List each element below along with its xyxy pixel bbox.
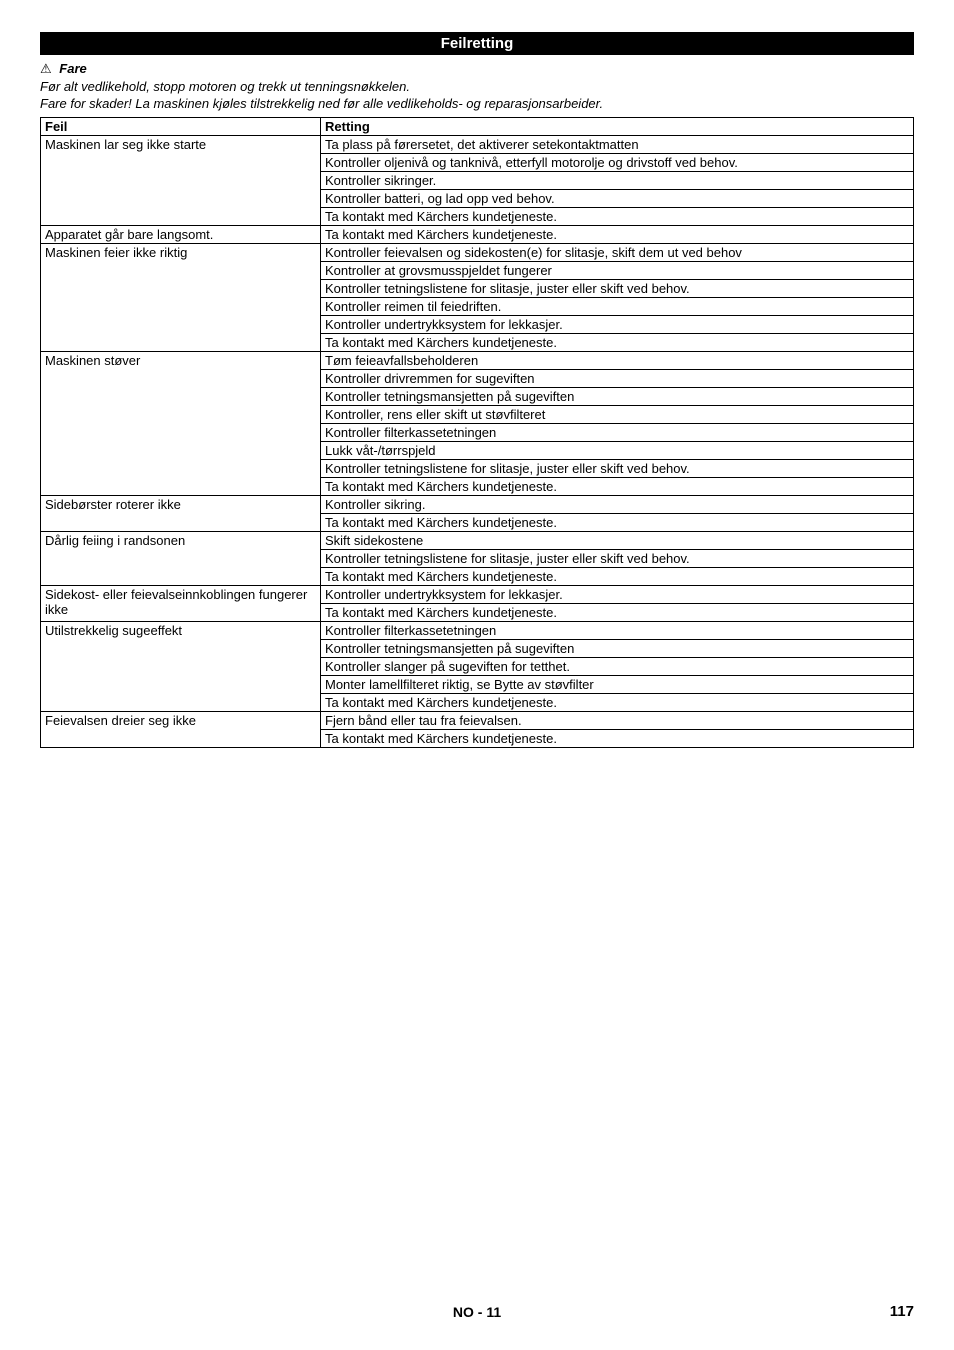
cell-retting: Kontroller filterkassetetningen <box>321 424 914 442</box>
table-row: Sidebørster roterer ikkeKontroller sikri… <box>41 496 914 514</box>
warning-heading: ⚠ Fare <box>40 61 914 77</box>
cell-retting: Kontroller sikringer. <box>321 172 914 190</box>
table-row: Maskinen støverTøm feieavfallsbeholderen <box>41 352 914 370</box>
cell-feil: Maskinen støver <box>41 352 321 496</box>
cell-retting: Ta kontakt med Kärchers kundetjeneste. <box>321 478 914 496</box>
cell-retting: Kontroller oljenivå og tanknivå, etterfy… <box>321 154 914 172</box>
warning-text-2: Fare for skader! La maskinen kjøles tils… <box>40 96 914 111</box>
section-title: Feilretting <box>441 35 514 52</box>
cell-retting: Kontroller tetningsmansjetten på sugevif… <box>321 640 914 658</box>
warning-text-1: Før alt vedlikehold, stopp motoren og tr… <box>40 79 914 94</box>
footer-global-page: 117 <box>890 1303 914 1320</box>
fault-table: Feil Retting Maskinen lar seg ikke start… <box>40 117 914 748</box>
col-header-retting: Retting <box>321 118 914 136</box>
cell-retting: Ta kontakt med Kärchers kundetjeneste. <box>321 208 914 226</box>
cell-retting: Ta kontakt med Kärchers kundetjeneste. <box>321 514 914 532</box>
footer-local-page: 11 <box>486 1304 501 1320</box>
table-row: Apparatet går bare langsomt.Ta kontakt m… <box>41 226 914 244</box>
col-header-feil: Feil <box>41 118 321 136</box>
cell-retting: Ta kontakt med Kärchers kundetjeneste. <box>321 730 914 748</box>
footer-lang: NO <box>453 1304 474 1320</box>
cell-retting: Ta kontakt med Kärchers kundetjeneste. <box>321 334 914 352</box>
cell-feil: Utilstrekkelig sugeeffekt <box>41 622 321 712</box>
cell-feil: Maskinen lar seg ikke starte <box>41 136 321 226</box>
cell-feil: Dårlig feiing i randsonen <box>41 532 321 586</box>
cell-retting: Kontroller drivremmen for sugeviften <box>321 370 914 388</box>
cell-retting: Kontroller reimen til feiedriften. <box>321 298 914 316</box>
table-row: Feievalsen dreier seg ikkeFjern bånd ell… <box>41 712 914 730</box>
cell-retting: Tøm feieavfallsbeholderen <box>321 352 914 370</box>
cell-retting: Kontroller undertrykksystem for lekkasje… <box>321 316 914 334</box>
cell-retting: Monter lamellfilteret riktig, se Bytte a… <box>321 676 914 694</box>
table-row: Maskinen lar seg ikke starteTa plass på … <box>41 136 914 154</box>
footer-center: NO - 11 <box>40 1304 914 1320</box>
cell-retting: Kontroller tetningsmansjetten på sugevif… <box>321 388 914 406</box>
cell-retting: Kontroller, rens eller skift ut støvfilt… <box>321 406 914 424</box>
table-row: Utilstrekkelig sugeeffektKontroller filt… <box>41 622 914 640</box>
footer-sep: - <box>478 1304 483 1320</box>
cell-retting: Kontroller feievalsen og sidekosten(e) f… <box>321 244 914 262</box>
cell-retting: Kontroller slanger på sugeviften for tet… <box>321 658 914 676</box>
table-row: Sidekost- eller feievalseinnkoblingen fu… <box>41 586 914 604</box>
cell-retting: Kontroller at grovsmusspjeldet fungerer <box>321 262 914 280</box>
table-row: Dårlig feiing i randsonenSkift sidekoste… <box>41 532 914 550</box>
table-header-row: Feil Retting <box>41 118 914 136</box>
cell-retting: Ta plass på førersetet, det aktiverer se… <box>321 136 914 154</box>
table-row: Maskinen feier ikke riktigKontroller fei… <box>41 244 914 262</box>
section-header: Feilretting <box>40 32 914 55</box>
cell-retting: Ta kontakt med Kärchers kundetjeneste. <box>321 226 914 244</box>
cell-retting: Skift sidekostene <box>321 532 914 550</box>
cell-feil: Sidekost- eller feievalseinnkoblingen fu… <box>41 586 321 622</box>
cell-retting: Kontroller batteri, og lad opp ved behov… <box>321 190 914 208</box>
cell-retting: Lukk våt-/tørrspjeld <box>321 442 914 460</box>
cell-retting: Ta kontakt med Kärchers kundetjeneste. <box>321 694 914 712</box>
cell-retting: Ta kontakt med Kärchers kundetjeneste. <box>321 604 914 622</box>
cell-retting: Kontroller filterkassetetningen <box>321 622 914 640</box>
cell-retting: Kontroller tetningslistene for slitasje,… <box>321 550 914 568</box>
cell-feil: Feievalsen dreier seg ikke <box>41 712 321 748</box>
cell-feil: Maskinen feier ikke riktig <box>41 244 321 352</box>
cell-feil: Sidebørster roterer ikke <box>41 496 321 532</box>
warning-icon: ⚠ <box>40 61 52 76</box>
cell-retting: Kontroller tetningslistene for slitasje,… <box>321 460 914 478</box>
cell-retting: Kontroller undertrykksystem for lekkasje… <box>321 586 914 604</box>
page-footer: NO - 11 117 <box>0 1304 954 1320</box>
warning-label: Fare <box>59 61 86 76</box>
cell-feil: Apparatet går bare langsomt. <box>41 226 321 244</box>
cell-retting: Kontroller tetningslistene for slitasje,… <box>321 280 914 298</box>
cell-retting: Ta kontakt med Kärchers kundetjeneste. <box>321 568 914 586</box>
cell-retting: Kontroller sikring. <box>321 496 914 514</box>
cell-retting: Fjern bånd eller tau fra feievalsen. <box>321 712 914 730</box>
